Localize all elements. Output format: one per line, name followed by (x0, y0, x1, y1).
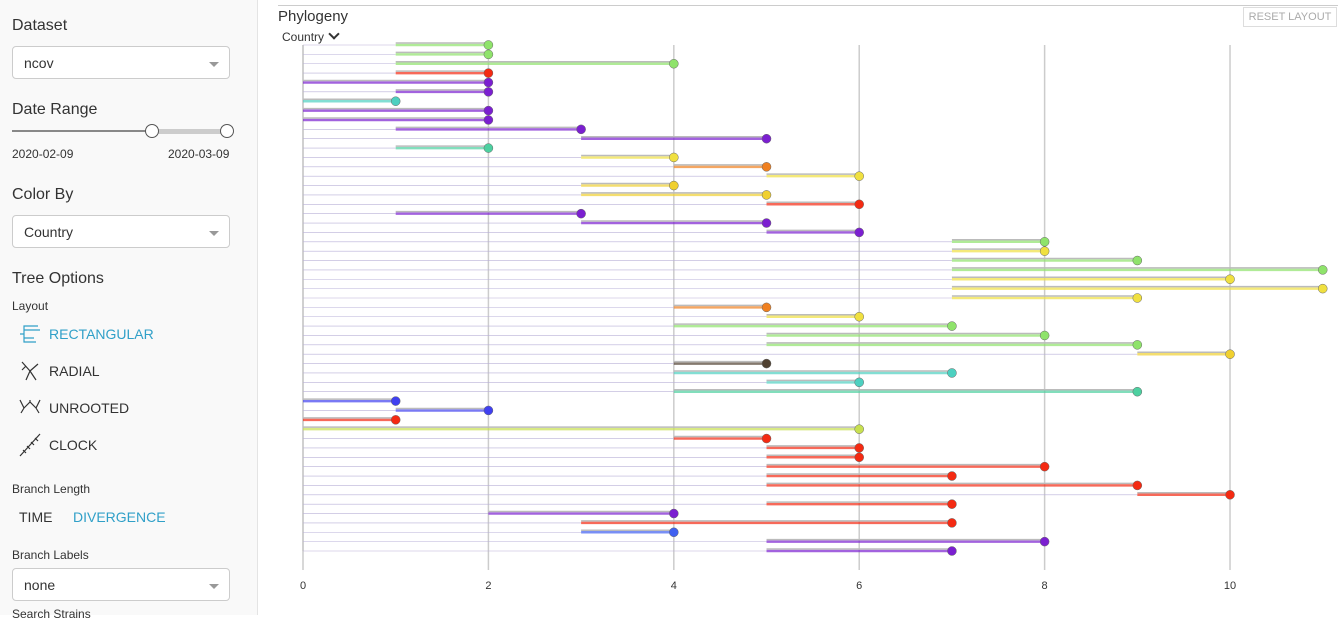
tip (854, 377, 864, 388)
tip (1039, 461, 1050, 472)
tip (483, 40, 494, 50)
tip (483, 68, 494, 78)
tip (854, 171, 864, 181)
tip (483, 143, 494, 153)
tip (483, 405, 494, 416)
tip (1132, 255, 1143, 266)
sidebar: Dataset ncov Date Range 2020-02-09 2020-… (0, 0, 258, 621)
branch-length-label: Branch Length (12, 482, 91, 496)
layout-option[interactable]: RADIAL (49, 363, 100, 379)
tip (947, 546, 957, 556)
tip (947, 368, 957, 378)
date-range-label: Date Range (12, 101, 98, 118)
tree-options-label: Tree Options (12, 270, 104, 287)
tip (1039, 330, 1050, 341)
tip (761, 218, 772, 228)
tip (1225, 349, 1235, 359)
tip (669, 152, 679, 163)
slider-range (152, 129, 227, 134)
tip (947, 518, 957, 528)
branch-length-option[interactable]: DIVERGENCE (73, 509, 166, 525)
tip (1225, 490, 1235, 500)
layout-label: Layout (12, 299, 49, 313)
tip (761, 133, 772, 144)
date-end: 2020-03-09 (168, 147, 230, 161)
tip (390, 415, 401, 425)
tip (1132, 386, 1143, 397)
tip (669, 527, 679, 538)
tip (761, 302, 772, 313)
dataset-label: Dataset (12, 17, 68, 34)
layout-icons (19, 325, 41, 457)
tip (947, 471, 957, 481)
tip (1132, 480, 1143, 491)
tip (1317, 265, 1328, 275)
reset-layout-button[interactable]: RESET LAYOUT (1243, 7, 1337, 27)
branch-length-option[interactable]: TIME (19, 509, 53, 525)
x-tick-label: 6 (856, 580, 862, 592)
tip (854, 199, 864, 210)
tip (483, 87, 494, 97)
tip (761, 190, 772, 200)
slider-handle[interactable] (145, 124, 159, 138)
tip (947, 321, 957, 331)
tree-color-label: Country (282, 30, 325, 44)
x-tick-label: 10 (1224, 580, 1236, 592)
slider-track (12, 130, 227, 132)
tip (576, 124, 586, 135)
tip (390, 396, 401, 406)
tip (1132, 340, 1143, 350)
tip (761, 162, 772, 172)
slider-handle[interactable] (220, 124, 234, 138)
layout-option[interactable]: CLOCK (49, 437, 98, 453)
tip (761, 433, 772, 444)
tip (1132, 293, 1143, 303)
tip (1039, 237, 1050, 247)
color-by-select[interactable]: Country (12, 215, 230, 248)
tip (854, 443, 864, 453)
layout-option[interactable]: RECTANGULAR (49, 326, 154, 342)
x-tick-label: 8 (1042, 580, 1048, 592)
tip (483, 115, 494, 125)
main-panel: Phylogeny Country RESET LAYOUT (258, 0, 1343, 615)
tip (483, 105, 494, 116)
tip (390, 96, 401, 106)
tip (669, 508, 679, 519)
panel-border (278, 5, 1338, 6)
tip (761, 358, 772, 369)
layout-option[interactable]: UNROOTED (49, 400, 130, 416)
x-tick-label: 4 (671, 580, 677, 592)
tip (576, 208, 586, 219)
tip (1317, 283, 1328, 294)
tip (854, 227, 864, 238)
tip (1225, 274, 1235, 285)
tip (1039, 536, 1050, 547)
tip (947, 499, 957, 509)
x-tick-label: 2 (485, 580, 491, 592)
tip (669, 180, 679, 191)
x-tick-label: 0 (300, 580, 306, 592)
dataset-select[interactable]: ncov (12, 46, 230, 79)
tip (483, 77, 494, 88)
tip (854, 311, 864, 322)
tip (669, 58, 679, 69)
tree-color-select[interactable]: Country (282, 28, 341, 44)
branch-labels-select[interactable]: none (12, 568, 230, 601)
tip (854, 424, 864, 434)
panel-title: Phylogeny (278, 8, 349, 25)
color-by-label: Color By (12, 186, 74, 203)
tip (1039, 246, 1050, 256)
tip (854, 452, 864, 463)
tip (483, 49, 494, 60)
date-start: 2020-02-09 (12, 147, 74, 161)
branch-labels-label: Branch Labels (12, 548, 89, 562)
